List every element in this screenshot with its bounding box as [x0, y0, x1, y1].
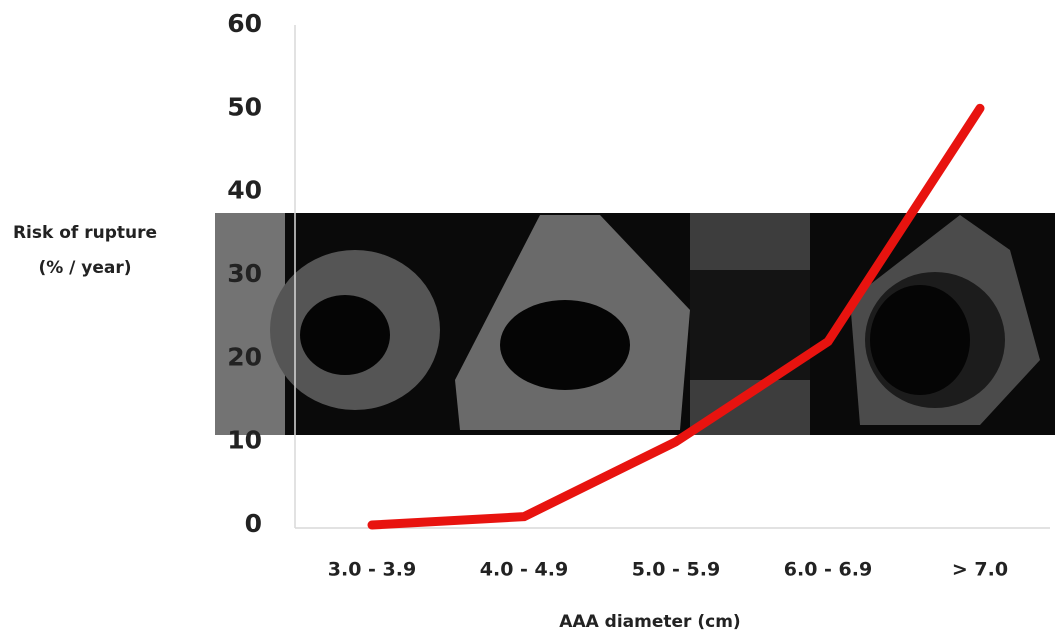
x-tick-label: 6.0 - 6.9	[784, 559, 872, 581]
x-tick-label: 4.0 - 4.9	[480, 559, 568, 581]
x-tick-label: > 7.0	[952, 559, 1008, 581]
y-tick-label: 0	[245, 509, 262, 538]
ultrasound-images	[215, 213, 1055, 435]
chart: Risk of rupture (% / year) AAA diameter …	[0, 0, 1055, 634]
y-tick-label: 30	[227, 259, 262, 288]
lumen-4	[870, 285, 970, 395]
y-tick-label: 10	[227, 426, 262, 455]
x-axis-label: AAA diameter (cm)	[559, 612, 740, 632]
y-axis-label: Risk of rupture	[13, 223, 157, 243]
x-tick-label: 5.0 - 5.9	[632, 559, 720, 581]
page: {"chart_data": {"type": "line", "y_label…	[0, 0, 1055, 634]
lumen-1	[300, 295, 390, 375]
lumen-2	[500, 300, 630, 390]
y-axis-label: (% / year)	[38, 258, 131, 278]
y-tick-label: 40	[227, 176, 262, 205]
y-tick-label: 50	[227, 92, 262, 121]
x-tick-label: 3.0 - 3.9	[328, 559, 416, 581]
y-tick-label: 20	[227, 342, 262, 371]
y-tick-label: 60	[227, 9, 262, 38]
